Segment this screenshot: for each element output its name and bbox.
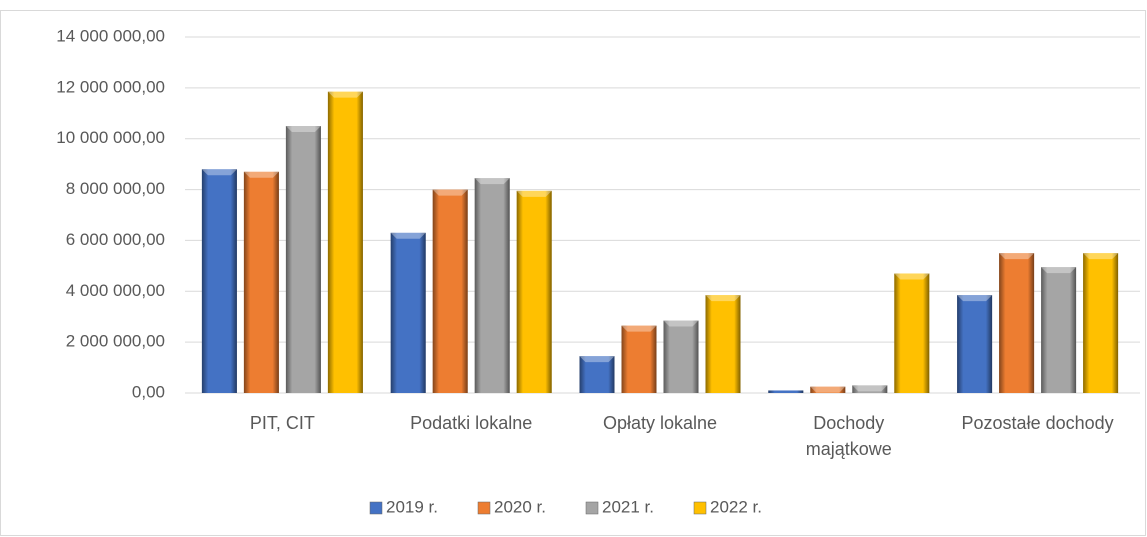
bar-group [243, 171, 279, 393]
bar-group [390, 232, 426, 393]
bar-shade [1041, 267, 1077, 393]
bar-group [663, 320, 699, 393]
bar-shade [852, 385, 888, 393]
bar-top [516, 190, 552, 197]
legend-label: 2020 r. [494, 497, 546, 516]
x-tick-label: Pozostałe dochody [961, 413, 1114, 433]
bar-shade [579, 356, 615, 393]
bar-top [201, 169, 237, 176]
bar-shade [474, 178, 510, 393]
bar-top [957, 295, 993, 302]
bar-shade [327, 91, 363, 394]
bar-shade [810, 386, 846, 393]
bar-shade [957, 295, 993, 393]
bar-top [243, 171, 279, 178]
x-tick-label: Dochody majątkowe [805, 413, 892, 459]
chart-border [0, 10, 1146, 536]
bar-group [894, 273, 930, 393]
bar-shade [1083, 253, 1119, 393]
bar-group [852, 385, 888, 393]
bar-group [1083, 253, 1119, 393]
legend-label: 2021 r. [602, 497, 654, 516]
x-tick-label: Podatki lokalne [410, 413, 533, 433]
bar-group [768, 390, 804, 393]
y-tick-label: 10 000 000,00 [56, 128, 165, 147]
bar-top [705, 295, 741, 302]
bar-group [516, 190, 552, 393]
bar-group [285, 126, 321, 393]
bar-top [327, 91, 363, 98]
bar-top [1041, 267, 1077, 274]
bar-shade [285, 126, 321, 393]
bar-shade [432, 189, 468, 393]
bar-shade [663, 320, 699, 393]
y-tick-label: 2 000 000,00 [66, 332, 165, 351]
bar-group [201, 169, 237, 393]
bar-top [285, 126, 321, 132]
bar-group [705, 295, 741, 393]
bar-shade [516, 190, 552, 393]
bar-top [894, 273, 930, 280]
bar-group [1041, 267, 1077, 393]
y-tick-label: 14 000 000,00 [56, 26, 165, 45]
bar-top [999, 253, 1035, 260]
y-tick-label: 8 000 000,00 [66, 179, 165, 198]
y-tick-label: 6 000 000,00 [66, 230, 165, 249]
y-tick-label: 0,00 [132, 382, 165, 401]
bar-top [1083, 253, 1119, 260]
bar-top [621, 325, 657, 332]
legend-swatch [369, 501, 383, 515]
bar-shade [390, 232, 426, 393]
bar-shade [621, 325, 657, 393]
x-tick-label: PIT, CIT [249, 413, 315, 433]
bar-top [852, 385, 888, 392]
bar-group [621, 325, 657, 393]
legend-label: 2019 r. [386, 497, 438, 516]
bar-shade [999, 253, 1035, 393]
bar-group [579, 356, 615, 393]
legend-swatch [693, 501, 707, 515]
bar-top [432, 189, 468, 196]
bar-group [474, 178, 510, 393]
bar-shade [201, 169, 237, 393]
bar-group [957, 295, 993, 393]
bar-top [579, 356, 615, 363]
bar-shade [768, 390, 804, 393]
bar-shade [243, 171, 279, 393]
y-tick-label: 4 000 000,00 [66, 281, 165, 300]
x-tick-label: Opłaty lokalne [602, 413, 718, 433]
bar-group [327, 91, 363, 394]
bar-top [474, 178, 510, 185]
bar-top [810, 386, 846, 393]
bar-shade [705, 295, 741, 393]
bar-group [999, 253, 1035, 393]
bar-group [432, 189, 468, 393]
legend-label: 2022 r. [710, 497, 762, 516]
bar-top [663, 320, 699, 327]
legend-swatch [477, 501, 491, 515]
legend-swatch [585, 501, 599, 515]
y-tick-label: 12 000 000,00 [56, 77, 165, 96]
bar-group [810, 386, 846, 393]
bar-top [390, 232, 426, 239]
bar-shade [894, 273, 930, 393]
